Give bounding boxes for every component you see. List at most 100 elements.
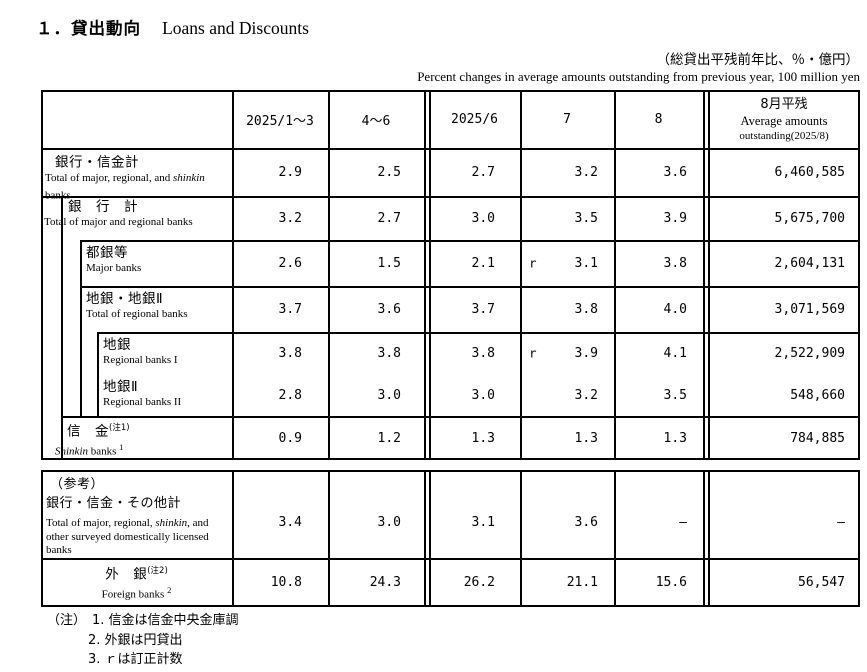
grid-line <box>429 90 431 460</box>
grid-line <box>424 90 426 460</box>
data-cell: 3.8 <box>377 345 401 361</box>
data-cell: 1.5 <box>377 255 401 271</box>
data-cell: 1.3 <box>471 430 495 446</box>
data-cell: 1.3 <box>574 430 598 446</box>
grid-line <box>80 240 82 416</box>
data-cell: 4.1 <box>663 345 687 361</box>
grid-line <box>614 90 616 460</box>
table-row: 2.8 3.0 3.0 3.2 3.5 548,660 <box>232 374 860 416</box>
units-note-en: Percent changes in average amounts outst… <box>417 69 860 84</box>
data-cell: 3.5 <box>574 210 598 226</box>
data-cell: 3.2 <box>574 164 598 180</box>
data-cell: 3.8 <box>471 345 495 361</box>
data-cell: 15.6 <box>655 575 687 590</box>
table-row: 3.2 2.7 3.0 3.5 3.9 5,675,700 <box>232 196 860 240</box>
grid-line <box>429 470 431 607</box>
grid-line <box>708 90 710 460</box>
table-row: 3.7 3.6 3.7 3.8 4.0 3,071,569 <box>232 286 860 332</box>
data-cell: 2.8 <box>278 387 302 403</box>
grid-line <box>61 196 63 460</box>
grid-line <box>232 90 234 460</box>
data-cell: 2.1 <box>471 255 495 271</box>
units-note-jp: （総貸出平残前年比、％・億円） <box>656 52 860 68</box>
avg-header-en2: outstanding(2025/8) <box>739 129 829 142</box>
footnote-line: 3. ｒは訂正計数 <box>88 652 183 667</box>
avg-header-jp: 8月平残 <box>760 96 808 112</box>
data-cell: 0.9 <box>278 430 302 446</box>
data-cell: 3.5 <box>663 387 687 403</box>
table-row: 2.6 1.5 2.1 r 3.1 3.8 2,604,131 <box>232 240 860 286</box>
column-header-average: 8月平残 Average amounts outstanding(2025/8) <box>708 90 860 148</box>
revision-mark: r <box>529 345 537 361</box>
data-cell: — <box>679 514 687 530</box>
data-cell: 3.2 <box>574 387 598 403</box>
grid-line <box>614 470 616 607</box>
data-cell: 2.7 <box>377 210 401 226</box>
page-title: １．貸出動向 Loans and Discounts <box>36 15 309 39</box>
data-cell: 3.6 <box>377 301 401 317</box>
data-cell: 2.5 <box>377 164 401 180</box>
table-row: 3.8 3.8 3.8 r 3.9 4.1 2,522,909 <box>232 332 860 374</box>
grid-line <box>41 558 860 560</box>
table-row: 0.9 1.2 1.3 1.3 1.3 784,885 <box>232 416 860 460</box>
grid-line <box>41 458 860 460</box>
row-label: 都銀等 Major banks <box>86 245 142 274</box>
grid-line <box>708 470 710 607</box>
data-cell: 3.7 <box>278 301 302 317</box>
grid-line <box>520 90 522 460</box>
amount-cell: 548,660 <box>790 387 845 403</box>
data-cell: 3.8 <box>278 345 302 361</box>
amount-cell: 5,675,700 <box>774 210 845 226</box>
grid-line <box>80 240 860 242</box>
column-header: 8 <box>654 111 663 127</box>
grid-line <box>328 90 330 460</box>
row-label: 地銀・地銀Ⅱ Total of regional banks <box>86 291 188 320</box>
data-cell: 4.0 <box>663 301 687 317</box>
grid-line <box>61 416 860 418</box>
data-cell: 2.9 <box>278 164 302 180</box>
table-row: 3.4 3.0 3.1 3.6 — — <box>232 470 860 558</box>
row-label: 地銀Ⅱ Regional banks II <box>103 379 182 408</box>
data-cell: 3.0 <box>471 210 495 226</box>
grid-line <box>41 90 43 460</box>
row-label: 信 金(注1) Shinkin banks 1 <box>55 423 130 458</box>
data-cell: 3.0 <box>471 387 495 403</box>
footnote-line: 2. 外銀は円貸出 <box>88 632 183 648</box>
amount-cell: 3,071,569 <box>774 301 845 317</box>
page-title-en: Loans and Discounts <box>162 18 309 38</box>
grid-line <box>41 470 43 607</box>
data-cell: 3.8 <box>663 255 687 271</box>
data-cell: 1.2 <box>377 430 401 446</box>
grid-line <box>97 332 99 416</box>
data-cell: 3.0 <box>377 514 401 530</box>
grid-line <box>80 286 860 288</box>
grid-line <box>858 90 860 460</box>
data-cell: r 3.1 <box>529 255 598 271</box>
data-cell: 3.4 <box>278 514 302 530</box>
data-cell: 3.9 <box>663 210 687 226</box>
grid-line <box>232 470 234 607</box>
data-cell: 3.7 <box>471 301 495 317</box>
table-row: 2.9 2.5 2.7 3.2 3.6 6,460,585 <box>232 148 860 196</box>
data-cell: 3.2 <box>278 210 302 226</box>
row-label: 銀行・信金計 Total of major, regional, and shi… <box>45 154 205 202</box>
grid-line <box>520 470 522 607</box>
data-cell: 26.2 <box>463 575 495 590</box>
reference-table: （参考） 銀行・信金・その他計 Total of major, regional… <box>41 470 860 607</box>
grid-line <box>41 196 860 198</box>
column-header: 2025/1～3 <box>246 113 314 129</box>
row-label: 外 銀(注2) Foreign banks 2 <box>101 566 172 601</box>
grid-line <box>703 90 705 460</box>
table-row: 10.8 24.3 26.2 21.1 15.6 56,547 <box>232 558 860 607</box>
table-header-row: 2025/1～3 4～6 2025/6 7 8 8月平残 Average amo… <box>232 90 860 148</box>
data-cell: 3.0 <box>377 387 401 403</box>
row-label: 銀 行 計 Total of major and regional banks <box>44 199 193 228</box>
amount-cell: 784,885 <box>790 430 845 446</box>
data-cell: r 3.9 <box>529 345 598 361</box>
data-cell: 2.6 <box>278 255 302 271</box>
grid-line <box>41 470 860 472</box>
column-header: 4～6 <box>361 113 391 129</box>
grid-line <box>703 470 705 607</box>
data-cell: 3.6 <box>574 514 598 530</box>
